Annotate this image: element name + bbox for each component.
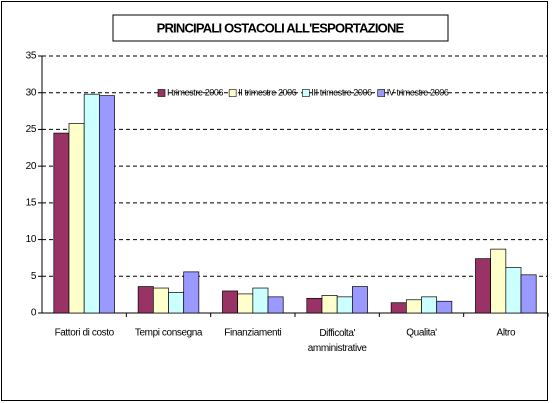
bar bbox=[520, 274, 537, 314]
bar bbox=[490, 248, 507, 314]
x-tick-label-line: amministrative bbox=[308, 343, 368, 354]
y-tick-label: 15 bbox=[26, 197, 37, 208]
y-tick-label: 20 bbox=[26, 161, 37, 172]
title-box bbox=[112, 14, 449, 42]
legend-label: II trimestre 2006 bbox=[238, 87, 297, 97]
legend-swatch bbox=[157, 89, 166, 97]
bar bbox=[83, 93, 100, 314]
bar bbox=[405, 299, 422, 314]
bar bbox=[168, 292, 185, 314]
legend-label: III trimestre 2006 bbox=[311, 87, 372, 97]
y-tick-label: 0 bbox=[31, 308, 37, 319]
bar bbox=[237, 293, 254, 314]
bar bbox=[98, 95, 115, 314]
bar bbox=[53, 132, 70, 314]
bar bbox=[252, 287, 269, 314]
legend-swatch bbox=[228, 89, 237, 97]
bar bbox=[505, 267, 522, 314]
x-tick-label: Tempi consegna bbox=[135, 328, 203, 339]
bar bbox=[436, 300, 453, 314]
bar bbox=[137, 286, 154, 314]
bar bbox=[390, 302, 407, 314]
y-tick-label: 35 bbox=[26, 51, 37, 62]
y-tick-label: 25 bbox=[26, 124, 37, 135]
y-tick-label: 30 bbox=[26, 87, 37, 98]
x-tick-label: Difficolta' amministrative bbox=[308, 328, 368, 354]
bar bbox=[351, 286, 368, 314]
bar bbox=[336, 296, 353, 314]
bar bbox=[421, 296, 438, 314]
bar bbox=[183, 271, 200, 314]
x-tick-label: Fattori di costo bbox=[55, 328, 115, 339]
bar bbox=[321, 295, 338, 314]
legend-swatch bbox=[302, 89, 310, 97]
legend-swatch bbox=[377, 89, 386, 97]
x-tick-label-line: Difficolta' bbox=[319, 328, 355, 339]
bar bbox=[267, 296, 284, 314]
x-tick-label: Finanziamenti bbox=[224, 328, 281, 339]
x-tick-label: Altro bbox=[497, 328, 516, 339]
bar bbox=[222, 290, 239, 314]
bar bbox=[306, 297, 323, 314]
chart-title: PRINCIPALI OSTACOLI ALL'ESPORTAZIONE bbox=[157, 20, 405, 35]
x-tick-label: Qualita' bbox=[406, 328, 437, 339]
legend-label: I trimestre 2006 bbox=[167, 87, 224, 97]
bar bbox=[152, 287, 169, 314]
y-tick-label: 10 bbox=[26, 234, 37, 245]
y-tick-label: 5 bbox=[31, 271, 37, 282]
bar bbox=[475, 258, 492, 314]
bar bbox=[68, 123, 85, 314]
legend-label: IV trimestre 2006 bbox=[387, 87, 449, 97]
